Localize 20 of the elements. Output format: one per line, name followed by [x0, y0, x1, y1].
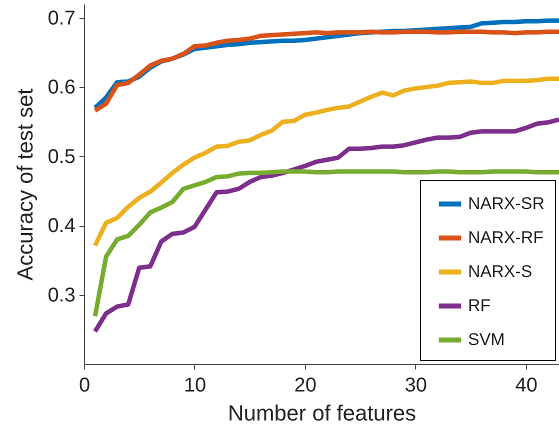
- y-tick-label: 0.4: [48, 215, 76, 238]
- x-tick-label: 20: [294, 374, 317, 396]
- x-axis-title: Number of features: [228, 400, 416, 426]
- x-tick-label: 10: [184, 374, 206, 396]
- legend-label: RF: [468, 296, 491, 315]
- x-tick-label: 40: [515, 374, 538, 396]
- legend-label: SVM: [468, 330, 505, 349]
- line-series: [92, 76, 559, 248]
- y-tick-label: 0.5: [48, 146, 76, 168]
- y-tick-label: 0.3: [48, 284, 76, 306]
- y-tick-label: 0.6: [48, 76, 76, 99]
- x-tick-label: 30: [404, 374, 428, 396]
- x-tick-label: 0: [78, 374, 90, 396]
- legend-label: NARX-SR: [468, 194, 545, 213]
- line-series: [92, 117, 559, 334]
- legend-label: NARX-RF: [468, 228, 544, 247]
- line-series: [92, 169, 559, 318]
- y-tick-label: 0.7: [48, 7, 76, 30]
- legend-label: NARX-S: [468, 262, 532, 281]
- y-axis-title: Accuracy of test set: [12, 88, 38, 280]
